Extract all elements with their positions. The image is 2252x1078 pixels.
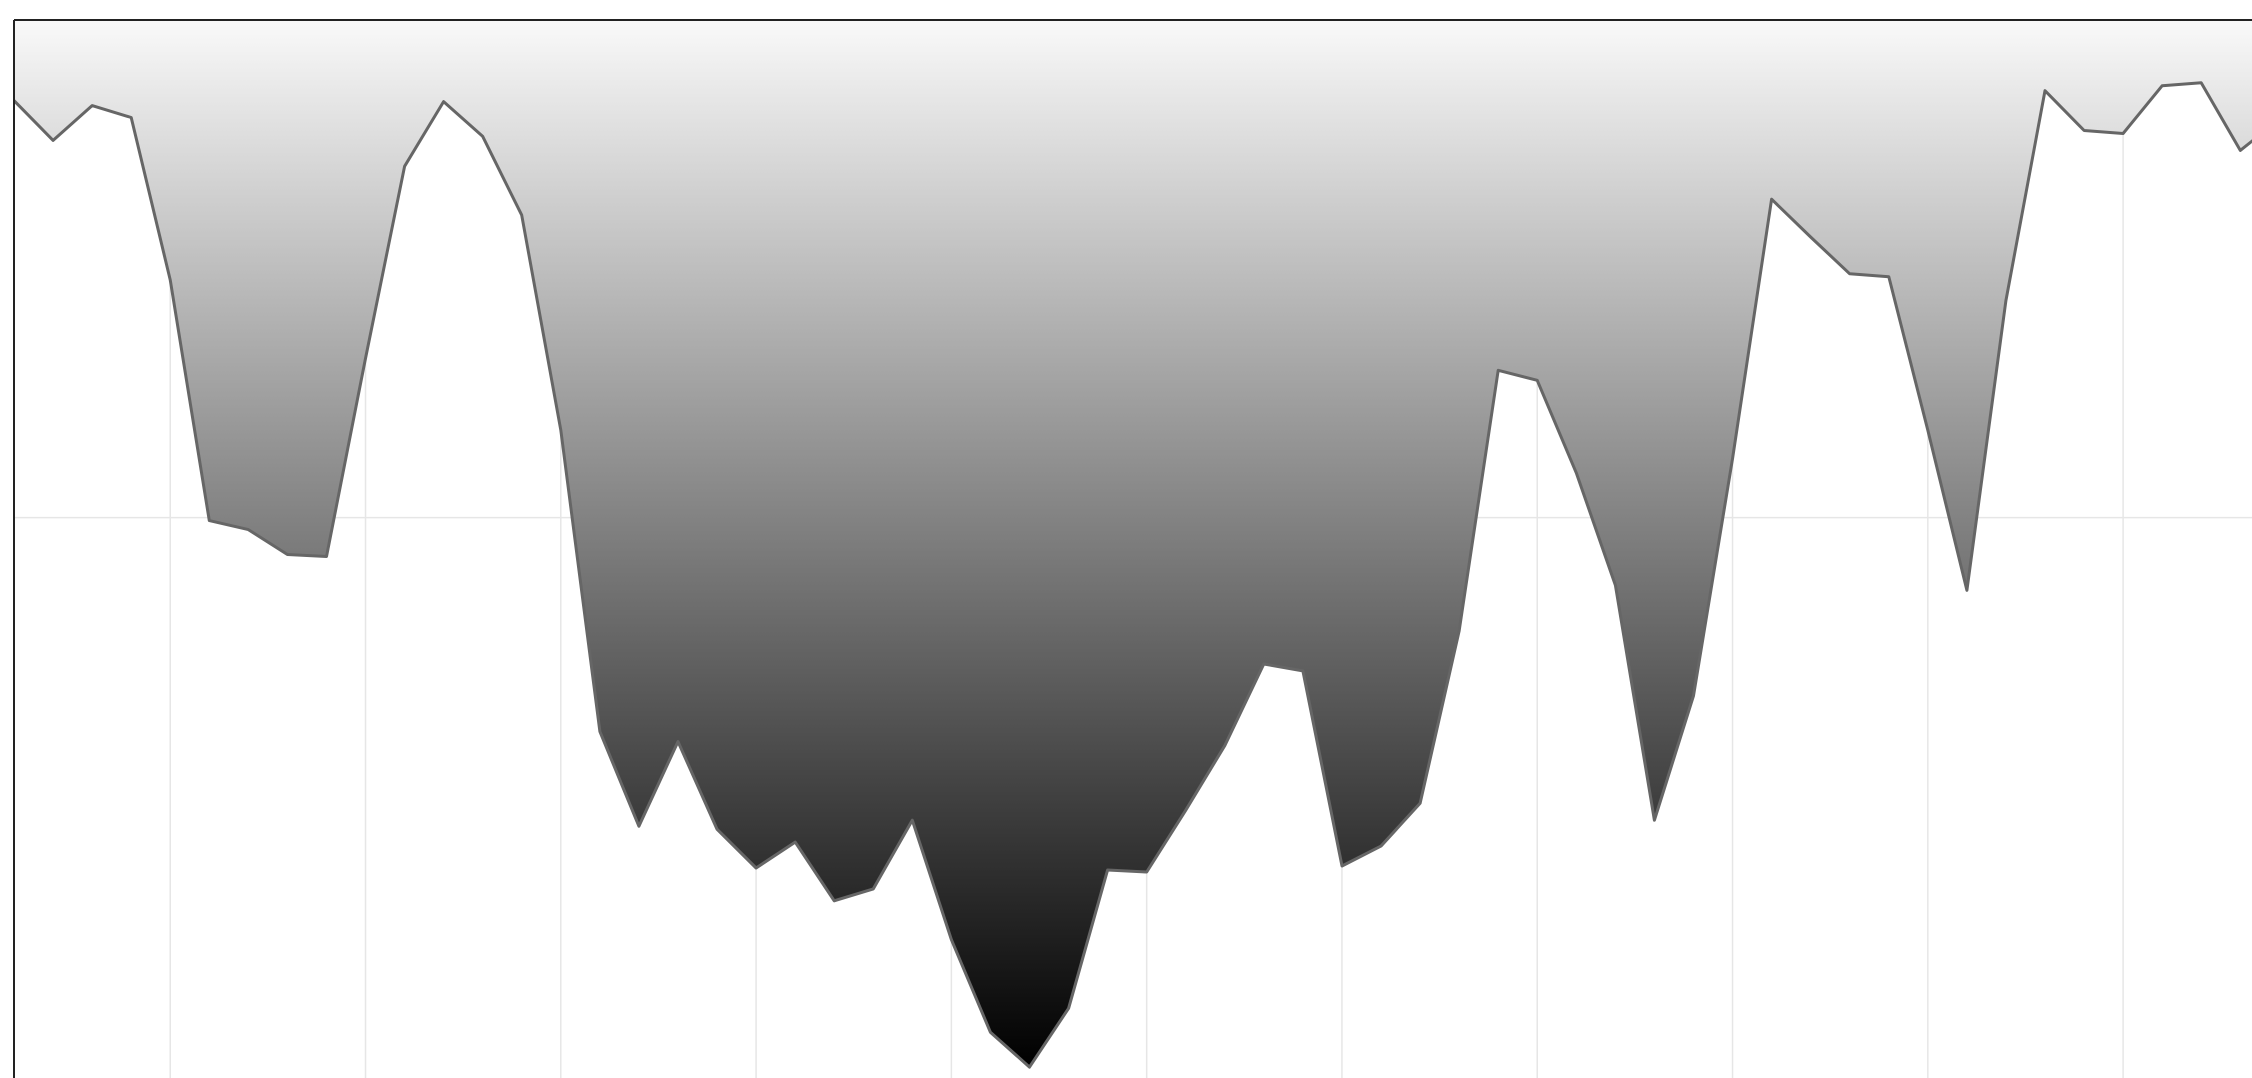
line xyxy=(14,81,2252,1069)
plot-area xyxy=(14,20,2252,1069)
area xyxy=(14,20,2252,1068)
